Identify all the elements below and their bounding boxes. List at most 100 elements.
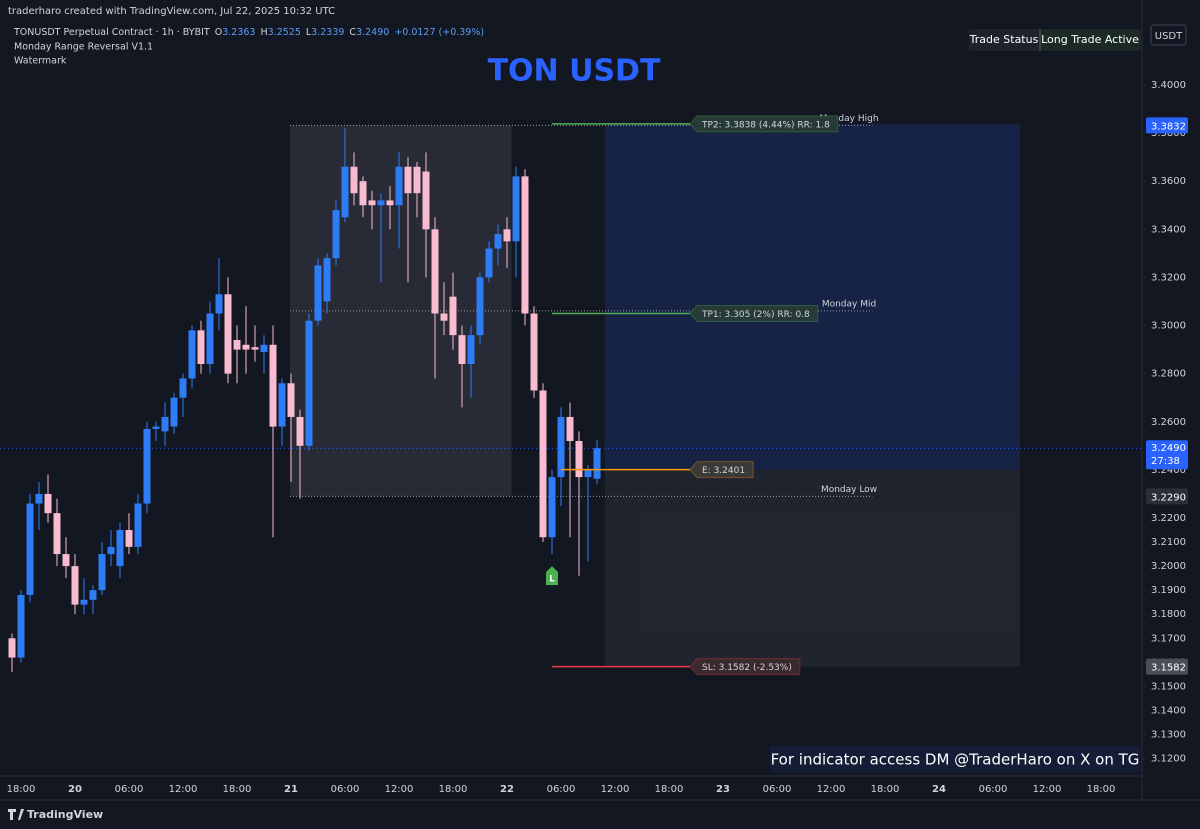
candle-body — [494, 234, 502, 249]
x-tick-label: 20 — [68, 784, 82, 795]
candle-body — [431, 229, 439, 314]
x-tick-label: 06:00 — [547, 784, 576, 795]
ohlc-key: C — [349, 27, 356, 38]
y-tick-label: 3.3400 — [1151, 224, 1186, 235]
x-tick-label: 06:00 — [331, 784, 360, 795]
trade-level-tag — [689, 461, 754, 479]
candle-body — [107, 546, 115, 555]
last-price-box — [1146, 440, 1188, 470]
status-table-cell: Long Trade Active — [1041, 33, 1139, 46]
last-price-countdown: 27:38 — [1151, 456, 1180, 467]
candle-body — [332, 210, 340, 259]
candle-body — [503, 229, 511, 242]
plot-area: Monday High Monday Mid Monday Low L TP2: 3.3… — [0, 114, 1141, 676]
candle-body — [134, 503, 142, 547]
y-tick-label: 3.2200 — [1151, 513, 1186, 524]
candle-body — [413, 166, 421, 194]
candle-body — [62, 554, 70, 567]
candle-body — [575, 441, 583, 478]
y-tick-label: 3.1700 — [1151, 633, 1186, 644]
y-tick-label: 3.2800 — [1151, 369, 1186, 380]
candle-body — [530, 313, 538, 391]
candle-body — [8, 638, 16, 658]
ohlc-value: 3.2525 — [268, 27, 301, 38]
candle-body — [584, 469, 592, 478]
candle-body — [350, 166, 358, 194]
candle-body — [314, 265, 322, 321]
y-tick-label: 3.2600 — [1151, 417, 1186, 428]
candle-body — [395, 166, 403, 206]
trade-level-tag — [689, 115, 839, 133]
candle-body — [80, 599, 88, 605]
candle-body — [206, 313, 214, 365]
y-tick-label: 3.1500 — [1151, 681, 1186, 692]
candle-body — [278, 383, 286, 427]
currency-label: USDT — [1155, 31, 1183, 42]
credit-line: traderharo created with TradingView.com,… — [8, 6, 335, 17]
candle-body — [188, 330, 196, 379]
candle-body — [557, 416, 565, 478]
indicator-name: Monday Range Reversal V1.1 — [14, 42, 153, 53]
y-tick-label: 3.3200 — [1151, 272, 1186, 283]
candle-body — [287, 383, 295, 417]
candle-body — [125, 530, 133, 547]
candle-body — [224, 294, 232, 374]
x-tick-label: 18:00 — [871, 784, 900, 795]
candle-body — [341, 166, 349, 218]
ohlc-key: O — [215, 27, 222, 38]
candle-body — [512, 176, 520, 242]
candle-body — [449, 296, 457, 336]
candle-body — [467, 335, 475, 365]
candle-body — [116, 530, 124, 567]
status-table-cell: Trade Status — [969, 33, 1039, 46]
footer-bar — [0, 800, 1200, 829]
x-tick-label: 18:00 — [7, 784, 36, 795]
profit-zone — [605, 123, 1020, 470]
candle-body — [98, 554, 106, 591]
candle-body — [539, 390, 547, 538]
y-tick-label: 3.3800 — [1151, 128, 1186, 139]
ohlc-key: H — [260, 27, 267, 38]
ohlc-value: 3.2490 — [356, 27, 389, 38]
last-price-label: 3.2490 — [1151, 443, 1186, 454]
candle-body — [152, 426, 160, 429]
y-tick-label: 3.1300 — [1151, 730, 1186, 741]
x-tick-label: 22 — [500, 784, 514, 795]
x-tick-label: 06:00 — [763, 784, 792, 795]
candle-body — [386, 200, 394, 206]
brand-name: TradingView — [27, 808, 103, 821]
y-tick-label: 3.1200 — [1151, 754, 1186, 765]
candle-body — [305, 320, 313, 446]
candle-body — [566, 416, 574, 442]
candle-body — [323, 258, 331, 302]
y-tick-label: 3.3000 — [1151, 321, 1186, 332]
x-tick-label: 12:00 — [169, 784, 198, 795]
candle-body — [44, 493, 52, 514]
brand-logo — [8, 809, 24, 820]
candle-body — [260, 344, 268, 352]
x-tick-label: 06:00 — [115, 784, 144, 795]
loss-zone — [605, 469, 1020, 667]
price-marker-box — [1146, 658, 1188, 675]
candle-body — [548, 477, 556, 538]
monday-level-label: Monday High — [819, 114, 878, 124]
currency-button[interactable] — [1150, 24, 1187, 46]
x-tick-label: 18:00 — [223, 784, 252, 795]
candle-body — [170, 397, 178, 427]
candle-body — [17, 594, 25, 658]
candle-body — [359, 181, 367, 206]
trade-level-label: E: 3.2401 — [702, 466, 745, 476]
y-tick-label: 3.4000 — [1151, 80, 1186, 91]
price-marker-label: 3.2290 — [1151, 492, 1186, 503]
candle-body — [71, 566, 79, 605]
footer-note-bg — [770, 746, 1140, 772]
monday-level-label: Monday Mid — [822, 299, 876, 309]
candle-body — [593, 448, 601, 479]
symbol-name: TONUSDT Perpetual Contract · 1h · BYBIT — [13, 27, 210, 38]
trade-level-label: TP1: 3.305 (2%) RR: 0.8 — [701, 310, 810, 320]
trade-level-tag — [689, 305, 819, 323]
price-marker-box — [1146, 488, 1188, 505]
ohlc-value: 3.2339 — [311, 27, 344, 38]
